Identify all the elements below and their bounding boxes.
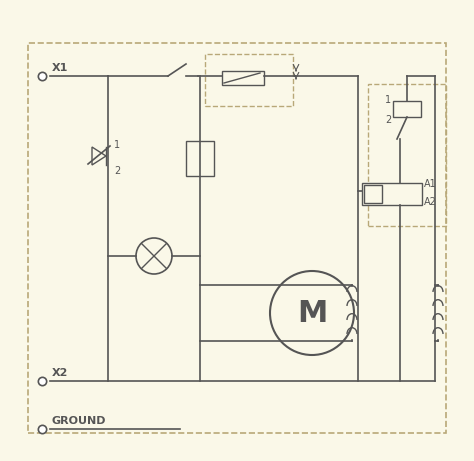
Text: 1: 1 [385, 95, 391, 105]
Text: A2: A2 [424, 197, 437, 207]
Text: 1: 1 [114, 140, 120, 150]
Text: X1: X1 [52, 63, 68, 73]
Bar [362, 183, 422, 205]
Bar [205, 54, 293, 106]
Circle shape [270, 271, 354, 355]
Text: X2: X2 [52, 368, 68, 378]
Bar [28, 43, 446, 433]
Text: A1: A1 [424, 179, 437, 189]
Bar [364, 185, 382, 203]
Text: 2: 2 [385, 115, 391, 125]
Bar [393, 101, 421, 117]
Bar [222, 71, 264, 85]
Polygon shape [92, 147, 106, 165]
Circle shape [136, 238, 172, 274]
Text: M: M [297, 299, 327, 327]
Bar [186, 141, 214, 176]
Bar [368, 84, 446, 226]
Text: 2: 2 [114, 166, 120, 176]
Text: GROUND: GROUND [52, 416, 107, 426]
